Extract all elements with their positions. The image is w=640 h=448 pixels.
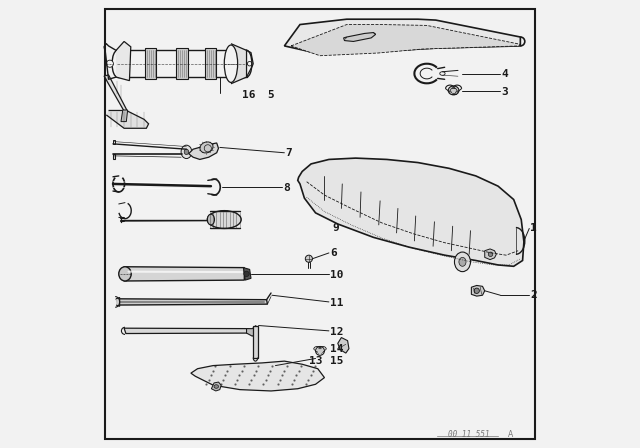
Polygon shape (246, 326, 256, 336)
Polygon shape (484, 249, 496, 260)
Ellipse shape (207, 214, 214, 225)
Polygon shape (344, 33, 376, 42)
Ellipse shape (207, 211, 241, 228)
Text: 12: 12 (330, 327, 343, 337)
Ellipse shape (214, 385, 218, 388)
Ellipse shape (316, 346, 324, 355)
Text: 6: 6 (330, 248, 337, 258)
Polygon shape (113, 154, 115, 159)
Text: A: A (508, 430, 513, 439)
Polygon shape (189, 143, 218, 159)
Ellipse shape (181, 145, 192, 159)
Polygon shape (231, 44, 246, 84)
Text: 16: 16 (242, 90, 255, 100)
Polygon shape (124, 328, 250, 333)
Polygon shape (177, 48, 188, 79)
Text: 1: 1 (530, 224, 537, 233)
Polygon shape (211, 382, 221, 391)
Polygon shape (243, 267, 251, 280)
Ellipse shape (448, 86, 459, 95)
Text: 11: 11 (330, 298, 343, 308)
Polygon shape (191, 361, 324, 391)
Polygon shape (291, 25, 520, 56)
Ellipse shape (106, 60, 113, 67)
Polygon shape (113, 140, 115, 144)
Text: 00 11 551: 00 11 551 (449, 430, 490, 439)
Ellipse shape (459, 258, 466, 266)
Text: 9: 9 (332, 223, 339, 233)
Ellipse shape (224, 45, 237, 82)
Text: 5: 5 (268, 90, 275, 100)
Ellipse shape (305, 255, 312, 262)
Polygon shape (298, 158, 524, 266)
Polygon shape (145, 48, 156, 79)
Ellipse shape (112, 50, 123, 77)
Polygon shape (116, 42, 131, 81)
Text: 7: 7 (285, 148, 292, 158)
Text: 10: 10 (330, 270, 343, 280)
Ellipse shape (241, 50, 252, 77)
Text: 13: 13 (308, 356, 323, 366)
Polygon shape (205, 48, 216, 79)
Polygon shape (116, 299, 268, 305)
Ellipse shape (119, 267, 131, 281)
Polygon shape (104, 75, 127, 113)
Polygon shape (338, 337, 349, 353)
Polygon shape (472, 285, 484, 296)
Ellipse shape (184, 149, 189, 155)
Ellipse shape (474, 288, 479, 293)
Text: 4: 4 (502, 69, 508, 79)
Text: 8: 8 (283, 183, 290, 193)
Ellipse shape (200, 142, 213, 153)
Ellipse shape (454, 252, 470, 271)
Polygon shape (124, 267, 244, 281)
Ellipse shape (244, 271, 249, 276)
Polygon shape (106, 111, 148, 128)
Text: 2: 2 (530, 290, 537, 300)
Polygon shape (284, 19, 520, 54)
Text: 15: 15 (330, 356, 343, 366)
Ellipse shape (488, 252, 493, 257)
Text: 3: 3 (502, 87, 508, 97)
Polygon shape (117, 50, 246, 77)
Polygon shape (116, 297, 120, 306)
Polygon shape (253, 326, 258, 358)
Polygon shape (121, 110, 127, 121)
Text: 14: 14 (330, 344, 343, 353)
